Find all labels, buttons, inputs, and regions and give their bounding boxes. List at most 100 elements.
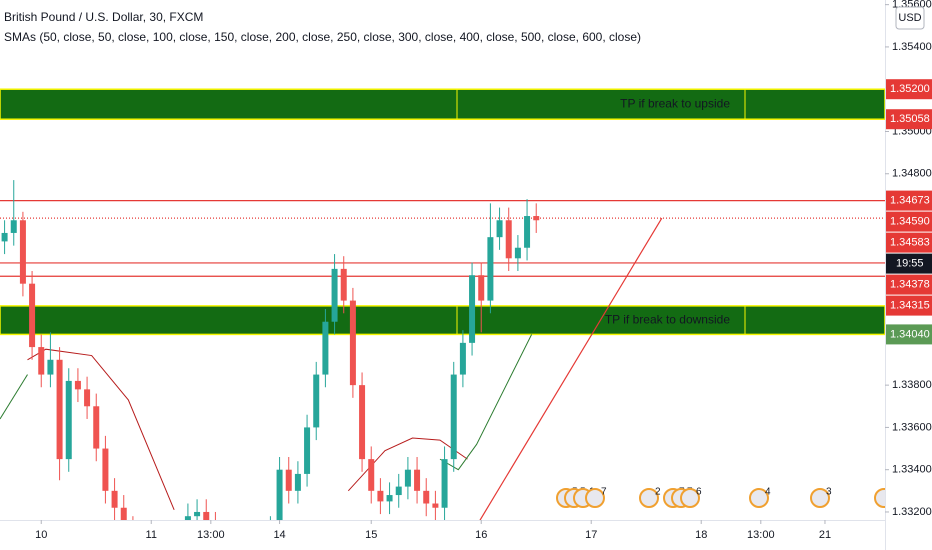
countdown-box bbox=[886, 253, 932, 274]
x-tick-label: 18 bbox=[695, 529, 707, 541]
plot-area: TP if break to upside TP if break to down… bbox=[0, 88, 893, 520]
x-tick-label: 15 bbox=[365, 529, 377, 541]
candle-body bbox=[322, 321, 329, 375]
price-label: 1.34583 bbox=[890, 237, 930, 249]
zone-label: TP if break to upside bbox=[620, 96, 730, 110]
price-label-box bbox=[886, 211, 932, 232]
candle-body bbox=[404, 469, 411, 487]
event-count: 4 bbox=[765, 487, 771, 498]
candle-body bbox=[184, 516, 191, 520]
event-count: 6 bbox=[696, 487, 702, 498]
candle-body bbox=[84, 389, 91, 407]
zone bbox=[0, 88, 885, 120]
x-tick-label: 14 bbox=[273, 529, 285, 541]
candle-body bbox=[47, 359, 54, 375]
currency-label[interactable]: USD bbox=[898, 12, 921, 24]
candle-body bbox=[93, 406, 100, 449]
candle-body bbox=[65, 380, 72, 460]
candle-body bbox=[38, 347, 45, 375]
candle-body bbox=[414, 469, 421, 491]
y-tick-label: 1.33400 bbox=[892, 464, 932, 476]
candle-body bbox=[29, 283, 36, 348]
candle-body bbox=[102, 448, 109, 491]
candle-body bbox=[340, 268, 347, 301]
x-tick-label: 17 bbox=[585, 529, 597, 541]
chart-title: British Pound / U.S. Dollar, 30, FXCM bbox=[4, 10, 203, 24]
x-tick-label: 13:00 bbox=[197, 529, 225, 541]
sma-line bbox=[439, 334, 533, 471]
price-label: 1.34315 bbox=[890, 300, 930, 312]
candle-body bbox=[331, 268, 338, 322]
candle-body bbox=[487, 237, 494, 301]
candle-body bbox=[432, 503, 439, 508]
x-tick-label: 11 bbox=[146, 529, 157, 541]
price-label-box bbox=[886, 109, 932, 130]
event-icon[interactable] bbox=[749, 488, 769, 508]
price-label-box bbox=[886, 232, 932, 253]
candle-body bbox=[395, 486, 402, 496]
candle-body bbox=[120, 507, 127, 520]
candle-body bbox=[111, 490, 118, 508]
y-tick-label: 1.33600 bbox=[892, 421, 932, 433]
candle-body bbox=[450, 374, 457, 460]
sma-line bbox=[0, 374, 28, 420]
currency-button[interactable] bbox=[895, 6, 925, 30]
event-icon[interactable] bbox=[585, 488, 605, 508]
countdown: 19:55 bbox=[896, 258, 924, 270]
event-icon[interactable] bbox=[874, 488, 893, 508]
candle-body bbox=[359, 385, 366, 460]
price-label-box bbox=[886, 190, 932, 211]
event-count: 7 bbox=[601, 487, 607, 498]
price-label-box bbox=[886, 274, 932, 295]
y-tick-label: 1.35600 bbox=[892, 0, 932, 11]
candle-body bbox=[203, 511, 210, 520]
candle-body bbox=[74, 380, 81, 390]
price-label-box bbox=[886, 79, 932, 100]
event-count: 3 bbox=[826, 487, 832, 498]
price-label-box bbox=[886, 324, 932, 345]
candle-body bbox=[194, 511, 201, 517]
price-label: 1.35200 bbox=[890, 83, 930, 95]
x-tick-label: 21 bbox=[819, 529, 831, 541]
price-label: 1.34673 bbox=[890, 195, 930, 207]
candle-body bbox=[505, 220, 512, 259]
candle-body bbox=[377, 490, 384, 502]
axes: 1.356001.354001.350001.348001.338001.336… bbox=[35, 0, 932, 541]
price-label: 1.35058 bbox=[890, 113, 930, 125]
candle-body bbox=[441, 459, 448, 508]
price-label: 1.34378 bbox=[890, 279, 930, 291]
x-tick-label: 16 bbox=[475, 529, 487, 541]
event-icon[interactable] bbox=[680, 488, 700, 508]
price-label: 1.34040 bbox=[890, 328, 930, 340]
trend-line bbox=[479, 217, 663, 520]
candle-body bbox=[19, 220, 26, 284]
candle-body bbox=[1, 232, 8, 242]
candle-body bbox=[349, 300, 356, 386]
candle-body bbox=[304, 427, 311, 474]
candle-body bbox=[368, 459, 375, 491]
candle-body bbox=[276, 469, 283, 520]
y-tick-label: 1.35400 bbox=[892, 41, 932, 53]
candle-body bbox=[533, 216, 540, 221]
candle-body bbox=[496, 220, 503, 238]
candle-body bbox=[478, 275, 485, 301]
candle-body bbox=[56, 359, 63, 460]
y-tick-label: 1.33800 bbox=[892, 379, 932, 391]
event-icon[interactable] bbox=[810, 488, 830, 508]
zone-label: TP if break to downside bbox=[605, 312, 731, 326]
indicator-legend: SMAs (50, close, 50, close, 100, close, … bbox=[4, 30, 641, 44]
candle-body bbox=[386, 495, 393, 502]
y-tick-label: 1.34800 bbox=[892, 168, 932, 180]
candle-body bbox=[285, 469, 292, 491]
y-tick-label: 1.33200 bbox=[892, 506, 932, 518]
candle-body bbox=[524, 216, 531, 248]
candle-body bbox=[10, 220, 17, 233]
event-icon[interactable] bbox=[639, 488, 659, 508]
candle-body bbox=[294, 473, 301, 491]
event-count: 2 bbox=[655, 487, 661, 498]
x-tick-label: 13:00 bbox=[747, 529, 775, 541]
zone bbox=[0, 305, 885, 336]
